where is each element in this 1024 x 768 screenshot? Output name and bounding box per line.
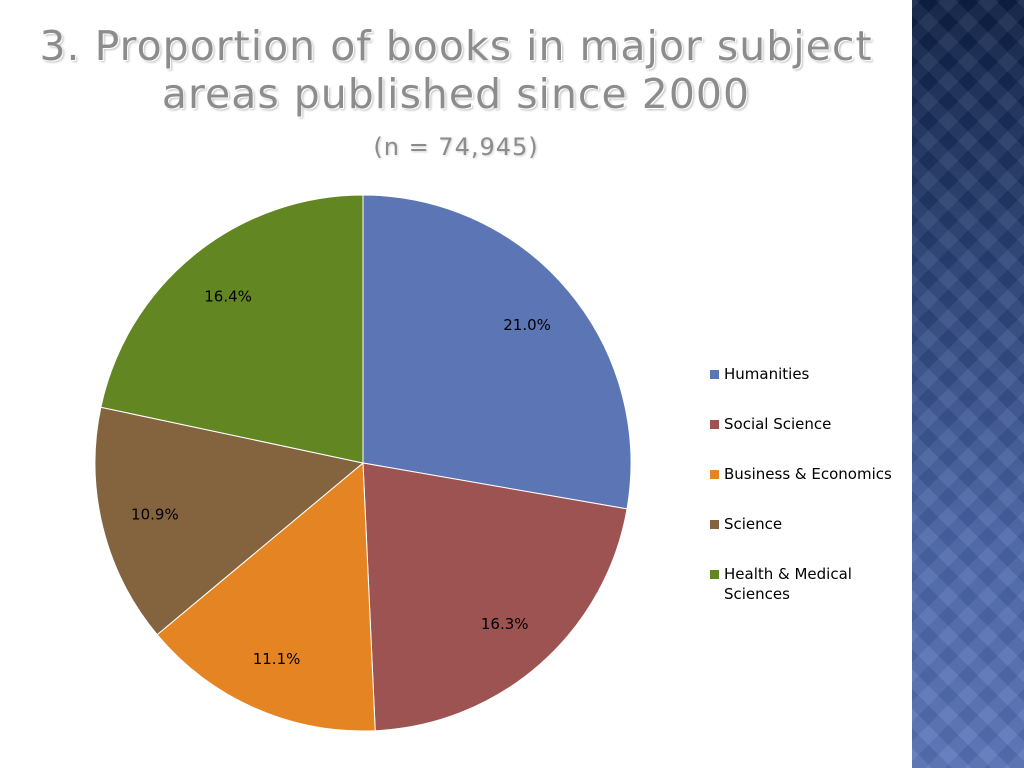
legend-item-business-and-economics: Business & Economics — [710, 464, 910, 484]
slide-title-line-2: areas published since 2000 — [161, 70, 751, 118]
slide-subtitle: (n = 74,945) — [373, 133, 539, 161]
data-label-social-science: 16.3% — [481, 615, 529, 633]
legend-swatch — [710, 420, 719, 429]
legend-item-health-and-medical-sciences: Health & Medical Sciences — [710, 564, 910, 604]
legend-label: Health & Medical Sciences — [724, 565, 852, 603]
decorative-side-band — [912, 0, 1024, 768]
pie-slice-science — [94, 406, 365, 636]
legend-item-science: Science — [710, 514, 910, 534]
legend-swatch — [710, 370, 719, 379]
pie-slice-social-science — [362, 462, 628, 732]
slide-title-line-1: 3. Proportion of books in major subject — [39, 22, 873, 70]
chart-legend: Humanities Social Science Business & Econo… — [710, 364, 910, 604]
legend-label: Social Science — [724, 415, 832, 433]
legend-label: Science — [724, 515, 783, 533]
legend-label: Business & Economics — [724, 465, 892, 483]
data-label-humanities: 21.0% — [503, 316, 551, 334]
pie-slices — [94, 194, 632, 732]
data-label-business-and-economics: 11.1% — [253, 650, 301, 668]
legend-swatch — [710, 470, 719, 479]
data-label-health-and-medical-sciences: 16.4% — [204, 287, 252, 305]
pie-chart: 21.0% 16.3% 11.1% 10.9% 16.4% — [94, 194, 632, 732]
legend-swatch — [710, 570, 719, 579]
data-label-science: 10.9% — [131, 506, 179, 524]
legend-item-social-science: Social Science — [710, 414, 910, 434]
pie-slice-humanities — [362, 194, 632, 510]
pie-slice-business-and-economics — [156, 461, 376, 732]
pie-slice-health-and-medical-sciences — [100, 194, 364, 464]
legend-item-humanities: Humanities — [710, 364, 910, 384]
legend-swatch — [710, 520, 719, 529]
legend-label: Humanities — [724, 365, 810, 383]
pie-data-labels: 21.0% 16.3% 11.1% 10.9% 16.4% — [131, 287, 551, 668]
slide-title: 3. Proportion of books in major subject … — [0, 22, 912, 118]
